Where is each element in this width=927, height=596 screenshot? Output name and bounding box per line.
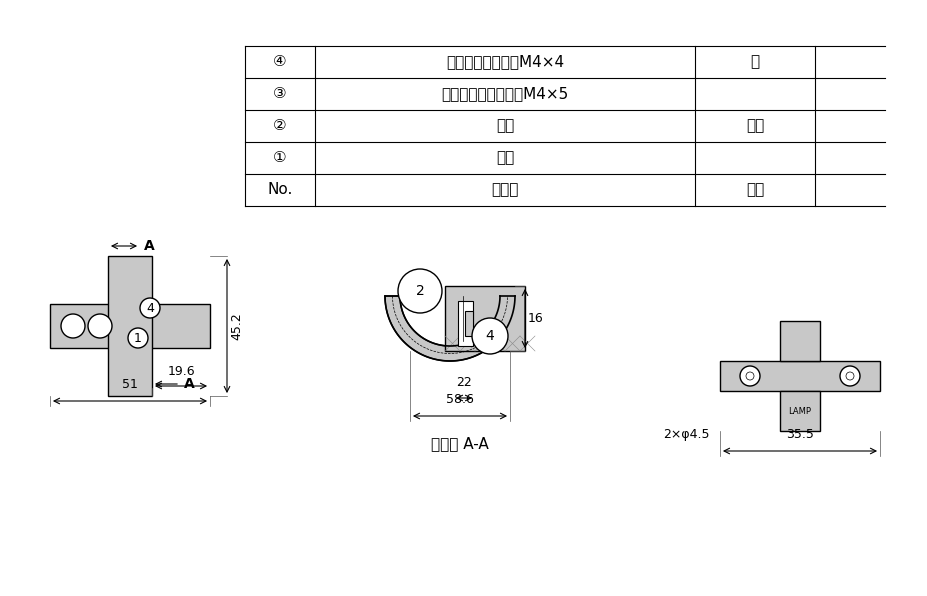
Text: 2: 2 — [415, 284, 425, 298]
FancyBboxPatch shape — [458, 301, 473, 346]
Circle shape — [61, 314, 85, 338]
FancyBboxPatch shape — [780, 321, 820, 361]
FancyBboxPatch shape — [720, 361, 880, 391]
Text: LAMP: LAMP — [789, 406, 811, 415]
Text: 4: 4 — [486, 329, 494, 343]
Text: 六角穴付止めねじM4×4: 六角穴付止めねじM4×4 — [446, 54, 564, 70]
FancyBboxPatch shape — [445, 286, 525, 351]
FancyBboxPatch shape — [780, 391, 820, 431]
Text: 19.6: 19.6 — [167, 365, 195, 378]
Circle shape — [472, 318, 508, 354]
Text: 材料: 材料 — [746, 182, 764, 197]
Text: No.: No. — [267, 182, 293, 197]
Text: ①: ① — [273, 151, 286, 166]
Text: 断面図 A-A: 断面図 A-A — [431, 436, 489, 451]
Text: ②: ② — [273, 119, 286, 134]
Text: 16: 16 — [528, 312, 544, 325]
Text: 4: 4 — [146, 302, 154, 315]
Circle shape — [840, 366, 860, 386]
Text: 51: 51 — [122, 378, 138, 391]
Text: 鈴: 鈴 — [751, 54, 759, 70]
Text: すりわり付平小ねじM4×5: すりわり付平小ねじM4×5 — [441, 86, 568, 101]
Text: A: A — [184, 377, 195, 391]
Text: 1: 1 — [134, 331, 142, 344]
Text: ④: ④ — [273, 54, 286, 70]
FancyBboxPatch shape — [465, 311, 473, 336]
Text: コマ: コマ — [496, 119, 514, 134]
Circle shape — [140, 298, 160, 318]
Text: 2×φ4.5: 2×φ4.5 — [664, 428, 710, 441]
Text: 58.6: 58.6 — [446, 393, 474, 406]
Circle shape — [846, 372, 854, 380]
Text: 22: 22 — [456, 376, 472, 389]
Text: 45.2: 45.2 — [230, 312, 243, 340]
Text: A: A — [144, 239, 155, 253]
Text: 35.5: 35.5 — [786, 428, 814, 441]
Circle shape — [128, 328, 148, 348]
Text: 黄銅: 黄銅 — [746, 119, 764, 134]
Text: 部品名: 部品名 — [491, 182, 519, 197]
Circle shape — [398, 269, 442, 313]
Circle shape — [740, 366, 760, 386]
Polygon shape — [385, 296, 515, 361]
Circle shape — [88, 314, 112, 338]
Circle shape — [746, 372, 754, 380]
FancyBboxPatch shape — [50, 304, 210, 348]
FancyBboxPatch shape — [108, 256, 152, 396]
Text: ③: ③ — [273, 86, 286, 101]
Text: 本体: 本体 — [496, 151, 514, 166]
